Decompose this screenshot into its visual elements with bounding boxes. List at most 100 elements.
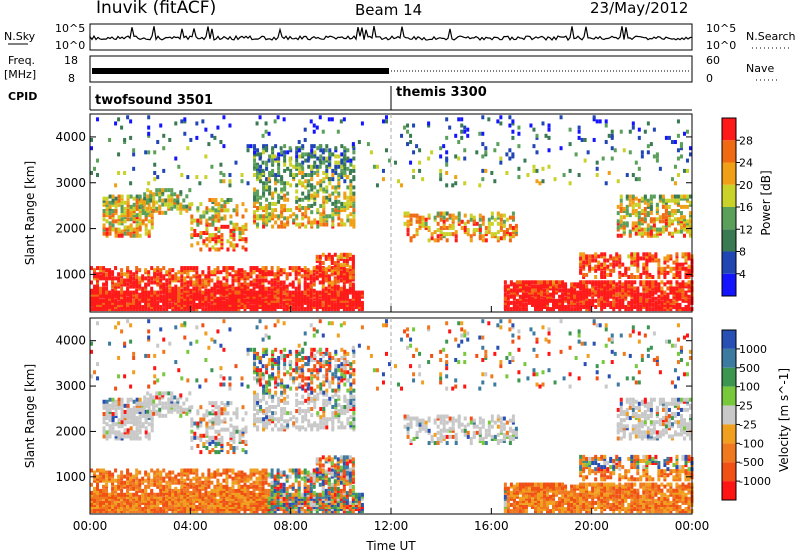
power-cell xyxy=(631,221,635,226)
power-cell xyxy=(117,215,121,220)
power-cell xyxy=(331,222,335,227)
velocity-cell xyxy=(99,509,103,514)
power-cell xyxy=(592,117,596,122)
power-cell xyxy=(630,292,634,297)
power-cell xyxy=(315,296,319,301)
velocity-cell xyxy=(93,476,97,481)
power-cell xyxy=(313,191,317,196)
power-cell xyxy=(126,227,130,232)
power-cell xyxy=(532,127,536,132)
power-cell xyxy=(336,269,340,274)
power-cell xyxy=(256,162,260,167)
power-cell xyxy=(186,286,190,291)
power-cell xyxy=(310,195,314,200)
velocity-cell xyxy=(231,496,235,501)
power-cell xyxy=(291,294,295,299)
velocity-cell xyxy=(102,500,106,505)
power-cell xyxy=(619,233,623,238)
power-cell xyxy=(102,268,106,273)
power-cell xyxy=(201,296,205,301)
velocity-cell xyxy=(261,502,265,507)
power-cell xyxy=(267,177,271,182)
power-cell xyxy=(295,158,299,163)
velocity-cell xyxy=(93,472,97,477)
power-cell xyxy=(205,220,209,225)
velocity-cell xyxy=(225,505,229,510)
velocity-cell xyxy=(273,507,277,512)
velocity-cell xyxy=(108,507,112,512)
velocity-cell xyxy=(360,507,364,512)
power-cell xyxy=(310,144,314,149)
power-cell xyxy=(579,258,583,263)
power-cell xyxy=(325,173,329,178)
power-cell xyxy=(547,123,551,128)
power-cell xyxy=(576,298,580,303)
power-cell xyxy=(220,233,224,238)
velocity-cell xyxy=(345,496,349,501)
power-cell xyxy=(288,305,292,310)
power-cell xyxy=(108,231,112,236)
velocity-cell xyxy=(105,505,109,510)
power-cell xyxy=(264,305,268,310)
power-cell xyxy=(216,302,220,307)
power-cell xyxy=(360,305,364,310)
power-cell xyxy=(430,236,434,241)
power-cell xyxy=(138,286,142,291)
power-cell xyxy=(256,175,260,180)
power-cell xyxy=(132,196,136,201)
velocity-cell xyxy=(132,505,136,510)
power-cell xyxy=(253,166,257,171)
velocity-cell xyxy=(156,470,160,475)
velocity-cell xyxy=(279,500,283,505)
power-cell xyxy=(216,276,220,281)
power-cell xyxy=(321,271,325,276)
power-cell xyxy=(639,280,643,285)
power-cell xyxy=(439,217,443,222)
power-cell xyxy=(666,298,670,303)
power-cell xyxy=(506,286,510,291)
power-cell xyxy=(342,252,346,257)
power-cell xyxy=(279,280,283,285)
power-cell xyxy=(93,298,97,303)
power-cell xyxy=(147,131,151,136)
power-cell xyxy=(508,123,512,128)
power-cell xyxy=(135,294,139,299)
power-cell xyxy=(265,197,269,202)
power-cell xyxy=(628,231,632,236)
power-cell xyxy=(532,168,536,173)
power-cell xyxy=(610,146,614,151)
power-cell xyxy=(126,302,130,307)
power-cell xyxy=(283,181,287,186)
power-cell xyxy=(252,307,256,312)
power-cell xyxy=(135,270,139,275)
power-cell xyxy=(496,215,500,220)
power-cell xyxy=(158,198,162,203)
power-cell xyxy=(508,223,512,228)
power-cell xyxy=(660,290,664,295)
power-cell xyxy=(129,307,133,312)
velocity-cell xyxy=(144,502,148,507)
power-cell xyxy=(153,296,157,301)
power-cell xyxy=(183,292,187,297)
power-cell xyxy=(195,305,199,310)
velocity-cell xyxy=(117,496,121,501)
velocity-cell xyxy=(237,500,241,505)
power-cell xyxy=(675,258,679,263)
power-cell xyxy=(688,215,692,220)
power-cell xyxy=(546,302,550,307)
power-cell xyxy=(496,236,500,241)
power-cell xyxy=(179,202,183,207)
velocity-cell xyxy=(123,494,127,499)
power-cell xyxy=(564,290,568,295)
power-cell xyxy=(640,150,644,155)
velocity-cell xyxy=(168,486,172,491)
power-cell xyxy=(318,164,322,169)
power-cell xyxy=(318,158,322,163)
power-cell xyxy=(196,208,200,213)
power-cell xyxy=(267,286,271,291)
power-cell xyxy=(664,211,668,216)
power-cell xyxy=(301,216,305,221)
power-cell xyxy=(114,302,118,307)
power-cell xyxy=(90,294,93,299)
